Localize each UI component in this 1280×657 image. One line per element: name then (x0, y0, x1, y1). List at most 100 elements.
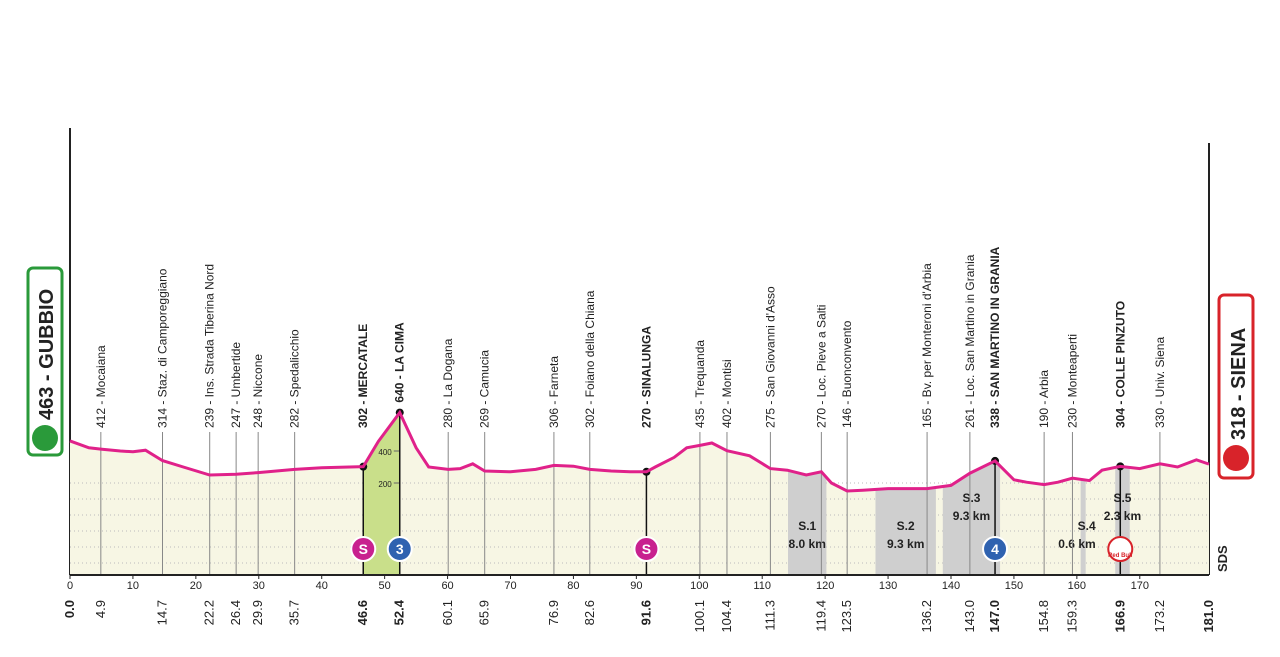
km-label: 147.0 (987, 600, 1002, 633)
x-tick-label: 130 (879, 580, 897, 592)
badge (1107, 536, 1134, 562)
waypoint-label: 640 - LA CIMA (393, 322, 407, 403)
sector-name: S.3 (962, 491, 980, 505)
sector-length: 9.3 km (953, 509, 990, 523)
sector-name: S.5 (1113, 491, 1131, 505)
x-tick-label: 170 (1131, 580, 1149, 592)
km-label: 166.9 (1112, 600, 1127, 633)
waypoint-label: 338 - SAN MARTINO IN GRANIA (988, 246, 1002, 428)
waypoint-label: 330 - Univ. Siena (1153, 337, 1167, 428)
x-tick-label: 50 (379, 580, 391, 592)
sector-name: S.4 (1078, 519, 1096, 533)
waypoint-label: 270 - SINALUNGA (639, 326, 653, 428)
km-label: 35.7 (287, 600, 302, 625)
km-label: 104.4 (719, 600, 734, 633)
x-tick-label: 0 (67, 580, 73, 592)
logo: SDS (1215, 545, 1230, 572)
waypoint-label: 146 - Buonconvento (840, 320, 854, 428)
finish-icon (1223, 445, 1249, 471)
waypoint-label: 230 - Monteaperti (1065, 334, 1079, 428)
start-name: 463 - GUBBIO (36, 289, 58, 420)
waypoint-label: 304 - COLLE PINZUTO (1113, 301, 1127, 428)
waypoint-label: 412 - Mocaiana (94, 345, 108, 428)
badge-text: 4 (991, 541, 999, 557)
badge (386, 536, 413, 562)
km-label: 159.3 (1064, 600, 1079, 633)
waypoint-label: 190 - Arbia (1037, 370, 1051, 428)
km-label: 91.6 (638, 600, 653, 625)
km-label: 181.0 (1201, 600, 1216, 633)
x-tick-label: 140 (942, 580, 960, 592)
waypoint-label: 261 - Loc. San Martino in Grania (963, 254, 977, 428)
x-tick-label: 40 (316, 580, 328, 592)
y-tick-label: 400 (378, 448, 392, 457)
waypoint-label: 306 - Farneta (547, 356, 561, 428)
km-label: 119.4 (813, 600, 828, 632)
x-tick-label: 120 (816, 580, 834, 592)
sector-length: 9.3 km (887, 537, 924, 551)
waypoint-label: 270 - Loc. Pieve a Salti (814, 305, 828, 428)
km-label: 154.8 (1036, 600, 1051, 633)
waypoint-label: 402 - Montisi (720, 359, 734, 428)
profile-line (69, 409, 1210, 493)
km-label: 60.1 (440, 600, 455, 625)
start-box (26, 266, 64, 457)
waypoint-label: 247 - Umbertide (229, 342, 243, 428)
km-label: 46.6 (355, 600, 370, 625)
sector-length: 0.6 km (1058, 537, 1095, 551)
km-label: 26.4 (228, 600, 243, 625)
x-tick-label: 10 (127, 580, 139, 592)
km-label: 29.9 (250, 600, 265, 625)
x-tick-label: 30 (253, 580, 265, 592)
km-label: 111.3 (762, 600, 777, 631)
x-tick-label: 90 (630, 580, 642, 592)
badge (633, 536, 660, 562)
x-tick-label: 60 (441, 580, 453, 592)
km-label: 76.9 (546, 600, 561, 625)
waypoint-label: 275 - San Giovanni d'Asso (763, 286, 777, 428)
gravel-sector (875, 487, 936, 575)
start-icon (32, 425, 58, 451)
badge-text: Red Bull (1108, 553, 1133, 559)
sector-name: S.1 (798, 519, 816, 533)
km-label: 14.7 (155, 600, 170, 625)
waypoint-label: 314 - Staz. di Camporeggiano (156, 268, 170, 428)
km-label: 65.9 (477, 600, 492, 625)
waypoint-label: 269 - Camucia (478, 350, 492, 428)
km-label: 52.4 (392, 599, 407, 625)
km-label: 4.9 (93, 600, 108, 618)
km-label: 0.0 (62, 600, 77, 618)
waypoint-label: 165 - Bv. per Monteroni d'Arbia (920, 263, 934, 428)
x-tick-label: 80 (567, 580, 579, 592)
badge-text: S (359, 541, 368, 557)
x-tick-label: 160 (1068, 580, 1086, 592)
badge (982, 536, 1009, 562)
waypoint-label: 302 - Foiano della Chiana (583, 290, 597, 428)
waypoint-label: 239 - Ins. Strada Tiberina Nord (203, 264, 217, 428)
sector-name: S.2 (897, 519, 915, 533)
km-label: 22.2 (202, 600, 217, 625)
finish-name: 318 - SIENA (1228, 328, 1250, 440)
badge (350, 536, 377, 562)
waypoint-label: 282 - Spedalicchio (288, 329, 302, 428)
gravel-sector (1080, 479, 1086, 575)
waypoint-label: 280 - La Dogana (441, 338, 455, 428)
gravel-sector (788, 470, 827, 575)
x-tick-label: 70 (504, 580, 516, 592)
x-tick-label: 110 (753, 580, 771, 592)
waypoint-label: 435 - Trequanda (693, 340, 707, 428)
km-label: 82.6 (582, 600, 597, 625)
badge-text: S (642, 541, 651, 557)
badge-text: 3 (396, 541, 404, 557)
sector-length: 8.0 km (789, 537, 826, 551)
y-tick-label: 200 (378, 480, 392, 489)
x-tick-label: 100 (690, 580, 708, 592)
waypoint-label: 302 - MERCATALE (356, 324, 370, 428)
km-label: 123.5 (839, 600, 854, 633)
km-label: 143.0 (962, 600, 977, 633)
km-label: 136.2 (919, 600, 934, 633)
waypoint-label: 248 - Niccone (251, 354, 265, 428)
x-tick-label: 20 (190, 580, 202, 592)
sector-length: 2.3 km (1104, 509, 1141, 523)
